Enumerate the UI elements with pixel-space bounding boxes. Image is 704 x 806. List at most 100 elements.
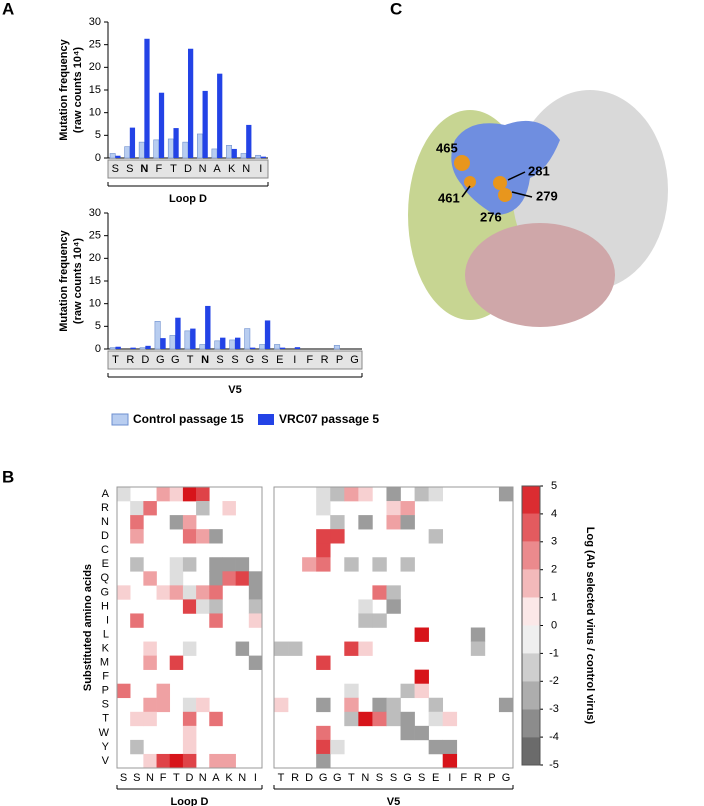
- y-tick-label: I: [106, 614, 109, 626]
- x-tick-label: F: [306, 354, 313, 366]
- y-tick-label: 25: [89, 230, 101, 242]
- heatmap-cell: [302, 557, 317, 572]
- x-tick-label: I: [259, 163, 262, 175]
- arrow: [461, 185, 471, 198]
- y-tick-label: 20: [89, 252, 101, 264]
- residue-label: 281: [528, 163, 550, 178]
- panel-label: A: [2, 0, 14, 18]
- y-tick-label: 20: [89, 61, 101, 73]
- bar: [169, 335, 176, 350]
- x-tick-label: S: [231, 354, 238, 366]
- x-tick-label: P: [488, 772, 495, 784]
- bar: [231, 148, 237, 158]
- heatmap-cell: [196, 487, 210, 502]
- heatmap-cell: [316, 697, 331, 713]
- heatmap-cell: [182, 515, 197, 530]
- bar: [226, 145, 232, 159]
- epitope-patch: [451, 120, 560, 215]
- colorbar-tick-label: 5: [551, 480, 557, 492]
- residue: [454, 155, 470, 171]
- heatmap-cell: [156, 683, 171, 699]
- bar: [274, 344, 281, 350]
- y-tick-label: 5: [95, 320, 101, 332]
- bar: [294, 347, 301, 349]
- heatmap-cell: [209, 613, 223, 628]
- heatmap-cell: [169, 487, 184, 502]
- heatmap-cell: [156, 585, 171, 600]
- y-tick-label: N: [101, 516, 109, 528]
- bar: [160, 338, 166, 349]
- heatmap-cell: [372, 585, 387, 600]
- x-tick-label: S: [418, 772, 425, 784]
- heatmap-cell: [386, 585, 401, 600]
- heatmap-cell: [196, 529, 210, 544]
- heatmap-cell: [182, 599, 197, 614]
- residue-label: 461: [438, 190, 460, 205]
- heatmap-cell: [209, 711, 223, 727]
- colorbar-tick-label: 1: [551, 592, 557, 604]
- bar: [167, 138, 174, 159]
- heatmap-cell: [330, 515, 345, 530]
- heatmap-cell: [330, 529, 345, 544]
- bar: [145, 345, 151, 349]
- bar: [130, 347, 136, 349]
- heatmap-cell: [143, 501, 157, 516]
- colorbar-step: [522, 709, 540, 738]
- y-tick-label: F: [102, 671, 109, 683]
- heatmap-cell: [372, 557, 387, 572]
- heatmap-cell: [196, 697, 210, 713]
- heatmap-cell: [182, 557, 197, 572]
- x-tick-label: A: [213, 163, 221, 175]
- x-tick-label: G: [319, 772, 328, 784]
- heatmap-cell: [414, 487, 429, 502]
- heatmap-cell: [358, 711, 373, 727]
- y-tick-label: D: [101, 530, 109, 542]
- x-tick-label: G: [246, 354, 255, 366]
- x-tick-label: N: [199, 772, 207, 784]
- y-tick-label: G: [100, 586, 109, 598]
- bar: [199, 344, 206, 350]
- colorbar-step: [522, 681, 540, 710]
- heatmap-cell: [209, 753, 223, 769]
- x-tick-label: K: [228, 163, 236, 175]
- x-tick-label: S: [390, 772, 397, 784]
- y-tick-label: P: [102, 685, 109, 697]
- colorbar-step: [522, 541, 540, 570]
- y-tick-label: Q: [100, 572, 109, 584]
- bar: [129, 127, 136, 158]
- y-axis-title: (raw counts 10⁴): [72, 47, 84, 133]
- colorbar-step: [522, 653, 540, 682]
- heatmap-cell: [498, 487, 514, 502]
- bar: [184, 330, 191, 350]
- heatmap-cell: [428, 529, 444, 544]
- bar: [211, 148, 218, 159]
- heatmap-cell: [386, 711, 401, 727]
- heatmap-cell: [209, 557, 223, 572]
- heatmap-cell: [316, 655, 331, 670]
- heatmap-cell: [316, 739, 331, 755]
- heatmap-cell: [209, 585, 223, 600]
- x-tick-label: A: [212, 772, 220, 784]
- y-axis-title: Substituted amino acids: [82, 564, 94, 691]
- y-tick-label: T: [102, 713, 109, 725]
- heatmap-cell: [344, 697, 359, 713]
- x-tick-label: E: [276, 354, 283, 366]
- heatmap-cell: [386, 697, 401, 713]
- colorbar-tick-label: 4: [551, 508, 557, 520]
- y-tick-label: K: [102, 642, 110, 654]
- x-tick-label: P: [336, 354, 343, 366]
- residue-label: 276: [480, 209, 502, 224]
- bar: [264, 320, 271, 349]
- x-tick-label: T: [170, 163, 177, 175]
- heatmap-cell: [235, 641, 250, 656]
- heatmap-cell: [182, 711, 197, 727]
- colorbar-tick-label: -3: [549, 703, 559, 715]
- heatmap-cell: [372, 697, 387, 713]
- x-tick-label: N: [199, 163, 207, 175]
- x-tick-label: T: [173, 772, 180, 784]
- bar: [139, 347, 146, 350]
- x-tick-label: N: [361, 772, 369, 784]
- colorbar-tick-label: -5: [549, 759, 559, 771]
- protein-structure: 465 461 281 279 276: [408, 90, 668, 327]
